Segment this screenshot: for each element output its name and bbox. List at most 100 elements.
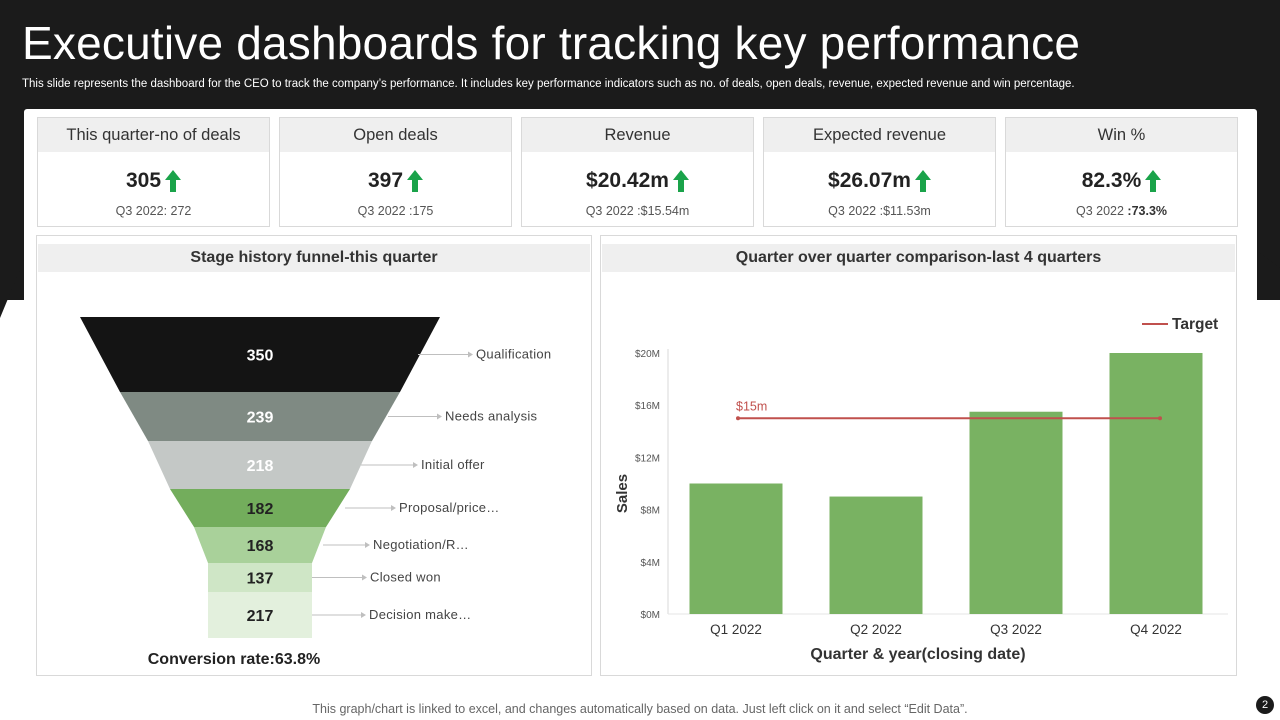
funnel-connector-arrow	[437, 413, 442, 420]
kpi-prev-value: :$15.54m	[637, 204, 690, 218]
decor-corner-left	[0, 260, 24, 318]
decor-corner-right	[1256, 250, 1280, 268]
x-tick-label: Q2 2022	[850, 622, 902, 637]
kpi-value-row: 397	[280, 166, 511, 196]
y-tick-label: $0M	[641, 610, 660, 621]
kpi-prev-value: 272	[170, 204, 192, 218]
funnel-segment-1	[80, 317, 440, 392]
kpi-card-win-percent: Win % 82.3% Q3 2022 :73.3%	[1005, 117, 1238, 227]
bar-q4-2022	[1109, 353, 1203, 614]
x-tick-label: Q4 2022	[1130, 622, 1182, 637]
bar-q1-2022	[689, 483, 783, 614]
kpi-value: $20.42m	[586, 169, 669, 192]
y-tick-label: $4M	[641, 558, 660, 569]
funnel-stage-label: Negotiation/R…	[373, 537, 469, 552]
funnel-value-label: 168	[247, 538, 274, 555]
funnel-segment-7	[208, 592, 312, 638]
target-line-start-marker	[736, 416, 740, 421]
funnel-segment-3	[148, 441, 372, 489]
kpi-prev-value: :73.3%	[1127, 204, 1168, 218]
funnel-segment-5	[194, 527, 326, 563]
up-arrow-icon	[407, 170, 424, 192]
y-axis-title: Sales	[614, 474, 631, 513]
kpi-prev-row: Q3 2022: 272	[38, 204, 269, 218]
bar-q2-2022	[829, 496, 923, 614]
funnel-connector-arrow	[361, 612, 366, 618]
kpi-label: This quarter-no of deals	[38, 118, 269, 152]
kpi-prev-row: Q3 2022 :175	[280, 204, 511, 218]
kpi-prev-value: :175	[409, 204, 434, 218]
funnel-stage-label: Decision make…	[369, 607, 471, 622]
funnel-stage-label: Closed won	[370, 570, 441, 585]
kpi-label: Win %	[1006, 118, 1237, 152]
kpi-prev-row: Q3 2022 :$15.54m	[522, 204, 753, 218]
funnel-stage-label: Needs analysis	[445, 409, 538, 424]
kpi-label: Open deals	[280, 118, 511, 152]
up-arrow-icon	[914, 170, 931, 192]
kpi-value-row: 305	[38, 166, 269, 196]
funnel-value-label: 137	[247, 571, 274, 588]
funnel-connector-arrow	[468, 351, 473, 358]
funnel-stage-label: Qualification	[476, 347, 551, 362]
x-tick-label: Q3 2022	[990, 622, 1042, 637]
kpi-value-row: 82.3%	[1006, 166, 1237, 196]
funnel-value-label: 217	[247, 608, 274, 625]
funnel-value-label: 239	[247, 410, 274, 427]
kpi-value: 397	[367, 169, 404, 192]
kpi-label: Expected revenue	[764, 118, 995, 152]
y-tick-label: $20M	[635, 349, 660, 360]
kpi-value-row: $20.42m	[522, 166, 753, 196]
funnel-title: Stage history funnel-this quarter	[38, 244, 590, 272]
funnel-connector-arrow	[362, 574, 367, 581]
kpi-prev-label: Q3 2022	[828, 204, 877, 218]
qoq-title: Quarter over quarter comparison-last 4 q…	[602, 244, 1235, 272]
kpi-card-open-deals: Open deals 397 Q3 2022 :175	[279, 117, 512, 227]
funnel-chart: 350 Qualification 239 Needs analysis 218 Init…	[80, 317, 551, 638]
kpi-prev-label: Q3 2022	[357, 204, 406, 218]
qoq-bar-chart: $0M $4M $8M $12M $16M $20M Q1 2022 Q2 2022 Q3 20…	[614, 316, 1228, 663]
x-axis-title: Quarter & year(closing date)	[810, 646, 1025, 663]
target-data-label: $15m	[736, 399, 767, 413]
up-arrow-icon	[1145, 170, 1162, 192]
funnel-stage-label: Initial offer	[421, 457, 485, 472]
kpi-prev-label: Q3 2022:	[115, 204, 168, 218]
kpi-card-expected-revenue: Expected revenue $26.07m Q3 2022 :$11.53…	[763, 117, 996, 227]
footer-note: This graph/chart is linked to excel, and…	[312, 702, 968, 716]
kpi-prev-label: Q3 2022	[1075, 204, 1124, 218]
y-tick-label: $8M	[641, 506, 660, 517]
legend-target-label: Target	[1172, 316, 1218, 333]
funnel-stage-label: Proposal/price…	[399, 500, 500, 515]
kpi-label: Revenue	[522, 118, 753, 152]
up-arrow-icon	[672, 170, 689, 192]
slide-title: Executive dashboards for tracking key pe…	[22, 17, 1081, 69]
kpi-card-deals: This quarter-no of deals 305 Q3 2022: 27…	[37, 117, 270, 227]
funnel-connector-arrow	[365, 542, 370, 548]
funnel-segment-2	[120, 392, 400, 441]
kpi-prev-row: Q3 2022 :73.3%	[1006, 204, 1237, 218]
funnel-panel: Stage history funnel-this quarter	[36, 235, 592, 676]
kpi-card-revenue: Revenue $20.42m Q3 2022 :$15.54m	[521, 117, 754, 227]
kpi-value: 82.3%	[1081, 169, 1142, 192]
funnel-value-label: 350	[247, 348, 274, 365]
funnel-value-label: 218	[247, 458, 274, 475]
up-arrow-icon	[165, 170, 182, 192]
y-tick-label: $12M	[635, 453, 660, 464]
x-tick-label: Q1 2022	[710, 622, 762, 637]
kpi-value: $26.07m	[828, 169, 911, 192]
kpi-prev-row: Q3 2022 :$11.53m	[764, 204, 995, 218]
funnel-connector-arrow	[391, 505, 396, 511]
kpi-value-row: $26.07m	[764, 166, 995, 196]
bar-q3-2022	[969, 411, 1063, 614]
kpi-value: 305	[125, 169, 162, 192]
target-line-end-marker	[1158, 416, 1162, 421]
page-number: 2	[1256, 696, 1274, 714]
conversion-rate: Conversion rate:63.8%	[147, 651, 321, 668]
funnel-value-label: 182	[247, 501, 274, 518]
funnel-segment-4	[170, 489, 350, 527]
kpi-prev-label: Q3 2022	[585, 204, 634, 218]
funnel-segment-6	[208, 563, 312, 592]
kpi-prev-value: :$11.53m	[879, 204, 931, 218]
funnel-connector-arrow	[413, 462, 418, 468]
slide-subtitle: This slide represents the dashboard for …	[22, 78, 1075, 90]
y-tick-label: $16M	[635, 401, 660, 412]
